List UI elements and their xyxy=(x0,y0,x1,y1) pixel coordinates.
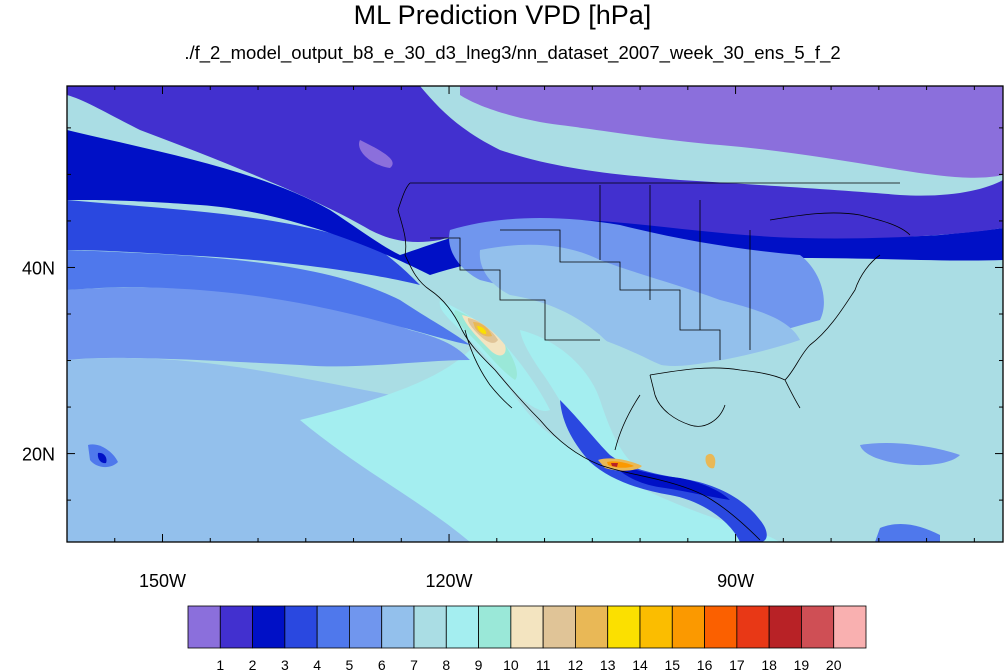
axis-ticks xyxy=(67,86,1003,542)
vpd-contour-band xyxy=(359,140,393,168)
lon-tick-label: 150W xyxy=(139,571,186,591)
vpd-contour-band xyxy=(67,200,420,285)
vpd-contour-band xyxy=(610,460,730,500)
vpd-contour-band xyxy=(97,452,107,464)
colorbar-swatch xyxy=(478,605,512,649)
colorbar-swatch xyxy=(833,605,867,649)
colorbar-label: 1 xyxy=(216,657,224,672)
coastline-layer xyxy=(397,182,911,541)
colorbar-label: 17 xyxy=(729,657,745,672)
colorbar: 1 2 3 4 5 6 7 8 9 10 11 12 13 14 15 16 17 18 19 20 xyxy=(187,605,867,672)
colorbar-label: 12 xyxy=(568,657,584,672)
colorbar-swatch xyxy=(413,605,447,649)
colorbar-swatch xyxy=(187,605,221,649)
plot-subtitle: ./f_2_model_output_b8_e_30_d3_lneg3/nn_d… xyxy=(184,42,841,63)
colorbar-swatch xyxy=(607,605,641,649)
colorbar-label: 10 xyxy=(503,657,519,672)
vpd-contour-band xyxy=(705,453,716,469)
colorbar-label: 2 xyxy=(249,657,257,672)
vpd-contour-band xyxy=(560,400,767,542)
colorbar-label: 8 xyxy=(442,657,450,672)
colorbar-swatch xyxy=(639,605,673,649)
colorbar-label: 3 xyxy=(281,657,289,672)
vpd-contour-band xyxy=(875,524,940,542)
colorbar-label: 14 xyxy=(632,657,648,672)
colorbar-label: 19 xyxy=(794,657,810,672)
lon-tick-label: 90W xyxy=(717,571,754,591)
vpd-contour-band xyxy=(300,350,780,542)
colorbar-swatch xyxy=(542,605,576,649)
colorbar-swatch xyxy=(349,605,383,649)
colorbar-swatch xyxy=(671,605,705,649)
colorbar-swatch xyxy=(736,605,770,649)
contour-fill-layer xyxy=(67,86,1003,542)
colorbar-label: 13 xyxy=(600,657,616,672)
colorbar-label: 18 xyxy=(761,657,777,672)
colorbar-swatch xyxy=(284,605,318,649)
vpd-contour-band xyxy=(520,330,640,471)
plot-title: ML Prediction VPD [hPa] xyxy=(353,0,652,30)
colorbar-swatch xyxy=(575,605,609,649)
vpd-contour-band xyxy=(67,250,470,345)
colorbar-swatch xyxy=(445,605,479,649)
lat-tick-label: 40N xyxy=(22,258,55,278)
colorbar-label: 7 xyxy=(410,657,418,672)
colorbar-label: 5 xyxy=(346,657,354,672)
colorbar-swatch xyxy=(316,605,350,649)
colorbar-label: 20 xyxy=(826,657,842,672)
colorbar-swatch xyxy=(768,605,802,649)
vpd-contour-band xyxy=(611,463,618,467)
lon-tick-label: 120W xyxy=(426,571,473,591)
colorbar-swatch xyxy=(381,605,415,649)
axis-labels: 150W 120W 90W 40N 20N xyxy=(22,258,754,591)
colorbar-label: 4 xyxy=(313,657,321,672)
vpd-contour-band xyxy=(477,326,487,334)
colorbar-label: 6 xyxy=(378,657,386,672)
vpd-contour-band xyxy=(460,86,1003,178)
vpd-contour-band xyxy=(67,86,1003,242)
colorbar-swatch xyxy=(219,605,253,649)
colorbar-label: 16 xyxy=(697,657,713,672)
colorbar-swatch xyxy=(801,605,835,649)
colorbar-label: 15 xyxy=(664,657,680,672)
colorbar-swatch xyxy=(704,605,738,649)
colorbar-swatch xyxy=(510,605,544,649)
colorbar-label: 9 xyxy=(475,657,483,672)
colorbar-swatch xyxy=(252,605,286,649)
vpd-contour-band xyxy=(860,443,960,466)
colorbar-label: 11 xyxy=(536,657,551,672)
vpd-contour-band xyxy=(540,320,794,417)
lat-tick-label: 20N xyxy=(22,445,55,465)
vpd-contour-band xyxy=(67,130,1003,275)
vpd-contour-band xyxy=(67,287,470,367)
